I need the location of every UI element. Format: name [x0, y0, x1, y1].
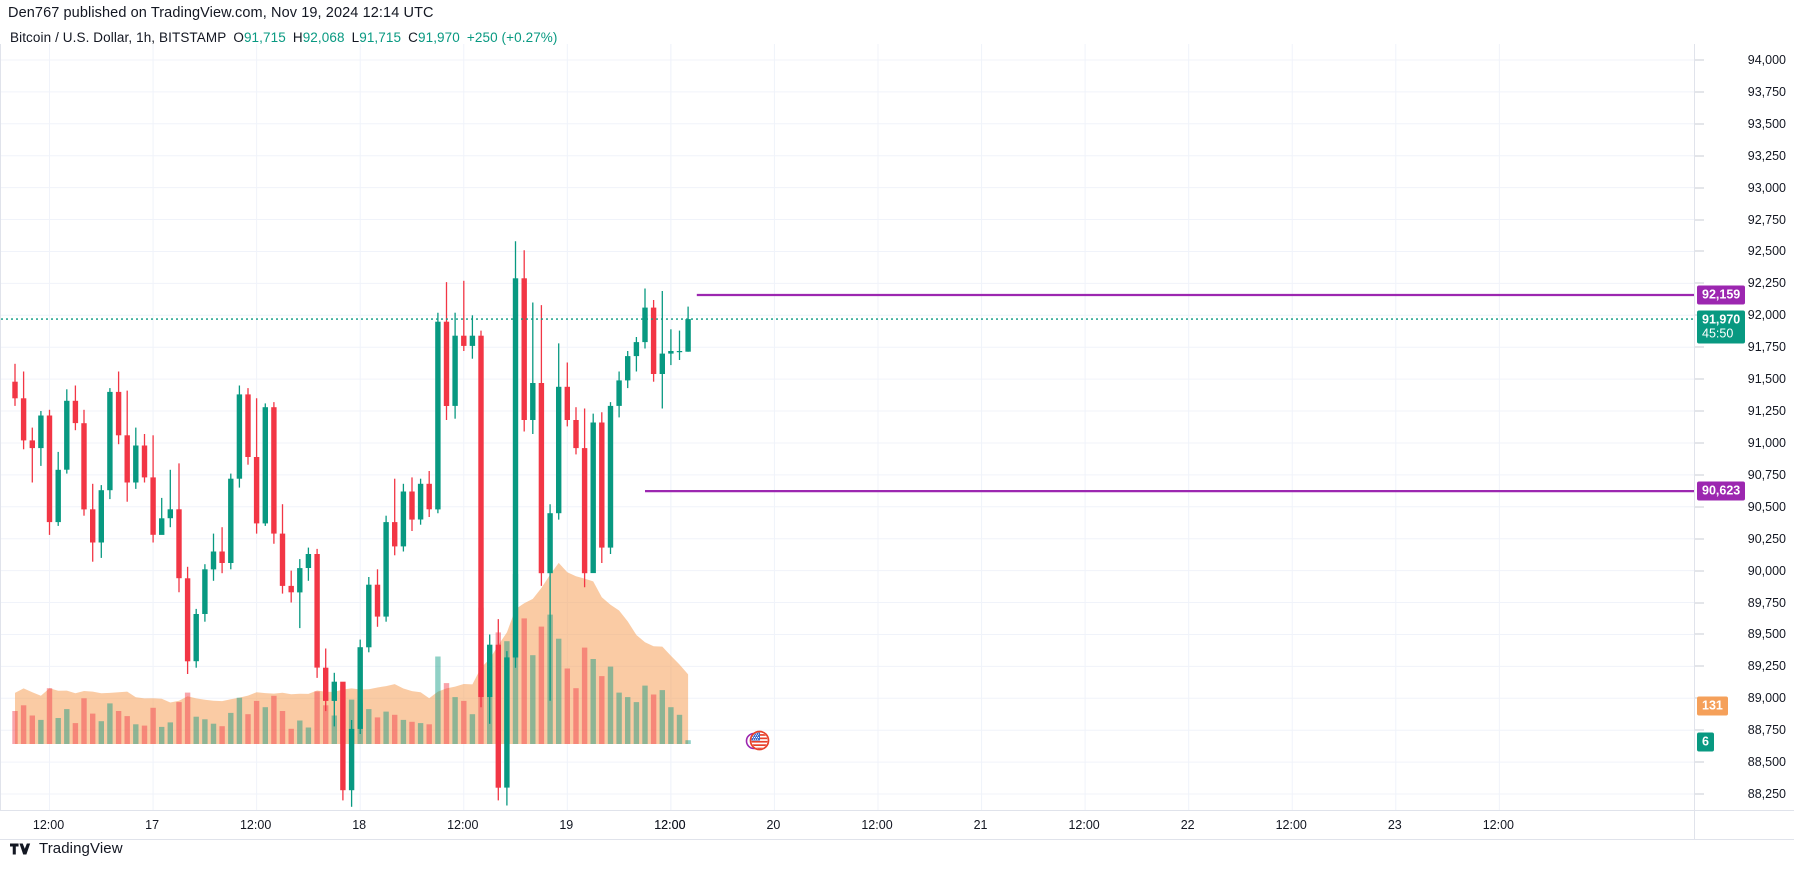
price-tick-mark — [1695, 793, 1704, 795]
low-value: L91,715 — [351, 30, 402, 45]
price-tick-mark — [1695, 602, 1704, 604]
price-tick-label: 93,500 — [1747, 116, 1786, 131]
price-tick-label: 88,500 — [1747, 755, 1786, 770]
time-tick-label: 23 — [1387, 818, 1402, 832]
price-tick-label: 93,000 — [1747, 180, 1786, 195]
high-value: H92,068 — [292, 30, 345, 45]
price-tick-mark — [1695, 123, 1704, 125]
price-tick-label: 90,750 — [1747, 467, 1786, 482]
price-axis[interactable]: 94,000 93,750 93,500 93,250 93,000 92,750 92,5… — [1694, 44, 1794, 810]
time-tick-label: 17 — [145, 818, 160, 832]
open-value: O91,715 — [233, 30, 286, 45]
price-tick-label: 92,250 — [1747, 276, 1786, 291]
tradingview-wordmark: TradingView — [39, 840, 123, 857]
time-tick-label: 12:00 — [239, 818, 272, 832]
price-tick-mark — [1695, 250, 1704, 252]
price-tick-mark — [1695, 155, 1704, 157]
time-axis-corner — [1694, 810, 1794, 840]
price-tick-mark — [1695, 633, 1704, 635]
price-tick-mark — [1695, 346, 1704, 348]
time-tick-label: 12:00 — [1068, 818, 1100, 832]
price-tick-mark — [1695, 538, 1704, 540]
chart-legend: Bitcoin / U.S. Dollar, 1h, BITSTAMP O91,7… — [10, 30, 558, 45]
price-tick-mark — [1695, 282, 1704, 284]
price-tick-label: 89,000 — [1747, 691, 1786, 706]
gridlines — [1, 44, 1695, 810]
time-tick-label: 19 — [559, 818, 574, 832]
price-line-badge[interactable]: 92,159 — [1697, 285, 1746, 305]
bar-countdown: 45:50 — [1702, 326, 1734, 341]
price-tick-label: 88,750 — [1747, 723, 1786, 738]
change-value: +250 (+0.27%) — [466, 30, 558, 45]
price-tick-mark — [1695, 506, 1704, 508]
price-tick-mark — [1695, 219, 1704, 221]
last-price-value: 91,970 — [1702, 312, 1741, 327]
price-tick-label: 91,750 — [1747, 340, 1786, 355]
price-tick-label: 94,000 — [1747, 52, 1786, 67]
price-tick-label: 90,250 — [1747, 531, 1786, 546]
price-tick-label: 93,750 — [1747, 84, 1786, 99]
price-tick-mark — [1695, 91, 1704, 93]
chart-pane[interactable] — [0, 44, 1695, 810]
volume-ma-badge[interactable]: 131 — [1697, 696, 1728, 716]
volume-last-badge[interactable]: 6 — [1697, 732, 1714, 752]
time-tick-label: 12:00 — [1482, 818, 1514, 832]
price-tick-label: 90,000 — [1747, 563, 1786, 578]
price-tick-label: 91,500 — [1747, 372, 1786, 387]
price-tick-mark — [1695, 761, 1704, 763]
symbol-description: Bitcoin / U.S. Dollar, 1h, BITSTAMP — [10, 30, 227, 45]
publication-line: Den767 published on TradingView.com, Nov… — [8, 5, 434, 21]
price-tick-label: 92,500 — [1747, 244, 1786, 259]
time-tick-label: 22 — [1180, 818, 1195, 832]
price-tick-mark — [1695, 570, 1704, 572]
time-tick-label: 21 — [973, 818, 988, 832]
price-tick-label: 89,250 — [1747, 659, 1786, 674]
price-tick-label: 89,500 — [1747, 627, 1786, 642]
time-tick-label: 12:00 — [861, 818, 893, 832]
candlestick-series — [12, 241, 691, 807]
time-tick-label: 20 — [766, 818, 781, 832]
time-tick-label: 12:00 — [32, 818, 65, 832]
price-tick-mark — [1695, 442, 1704, 444]
us-flag-icon[interactable] — [744, 728, 770, 759]
price-tick-label: 90,500 — [1747, 499, 1786, 514]
price-tick-label: 92,000 — [1747, 308, 1786, 323]
annotation-lines[interactable] — [1, 44, 1695, 810]
time-tick-label: 12:00 — [447, 818, 479, 832]
tradingview-logo: TradingView — [10, 840, 123, 857]
tradingview-mark-icon — [10, 843, 31, 854]
price-line-badge[interactable]: 90,623 — [1697, 481, 1746, 501]
price-tick-label: 89,750 — [1747, 595, 1786, 610]
close-value: C91,970 — [408, 30, 460, 45]
price-tick-label: 92,750 — [1747, 212, 1786, 227]
price-tick-mark — [1695, 59, 1704, 61]
price-tick-label: 88,250 — [1747, 787, 1786, 802]
time-tick-label: 12:00 — [1275, 818, 1307, 832]
price-tick-label: 91,250 — [1747, 404, 1786, 419]
price-tick-mark — [1695, 410, 1704, 412]
price-tick-label: 91,000 — [1747, 435, 1786, 450]
price-tick-label: 93,250 — [1747, 148, 1786, 163]
time-axis[interactable]: 12:00 17 12:00 18 12:00 19 12:00 12:00 20 12:00 21… — [0, 810, 1694, 840]
last-price-badge[interactable]: 91,970 45:50 — [1697, 310, 1746, 344]
price-tick-mark — [1695, 378, 1704, 380]
price-tick-mark — [1695, 187, 1704, 189]
time-tick-label: 12:00 — [654, 818, 686, 832]
price-tick-mark — [1695, 665, 1704, 667]
price-tick-mark — [1695, 474, 1704, 476]
time-tick-label: 18 — [352, 818, 367, 832]
price-tick-mark — [1695, 729, 1704, 731]
time-tick-label: 12:00 — [654, 818, 686, 832]
